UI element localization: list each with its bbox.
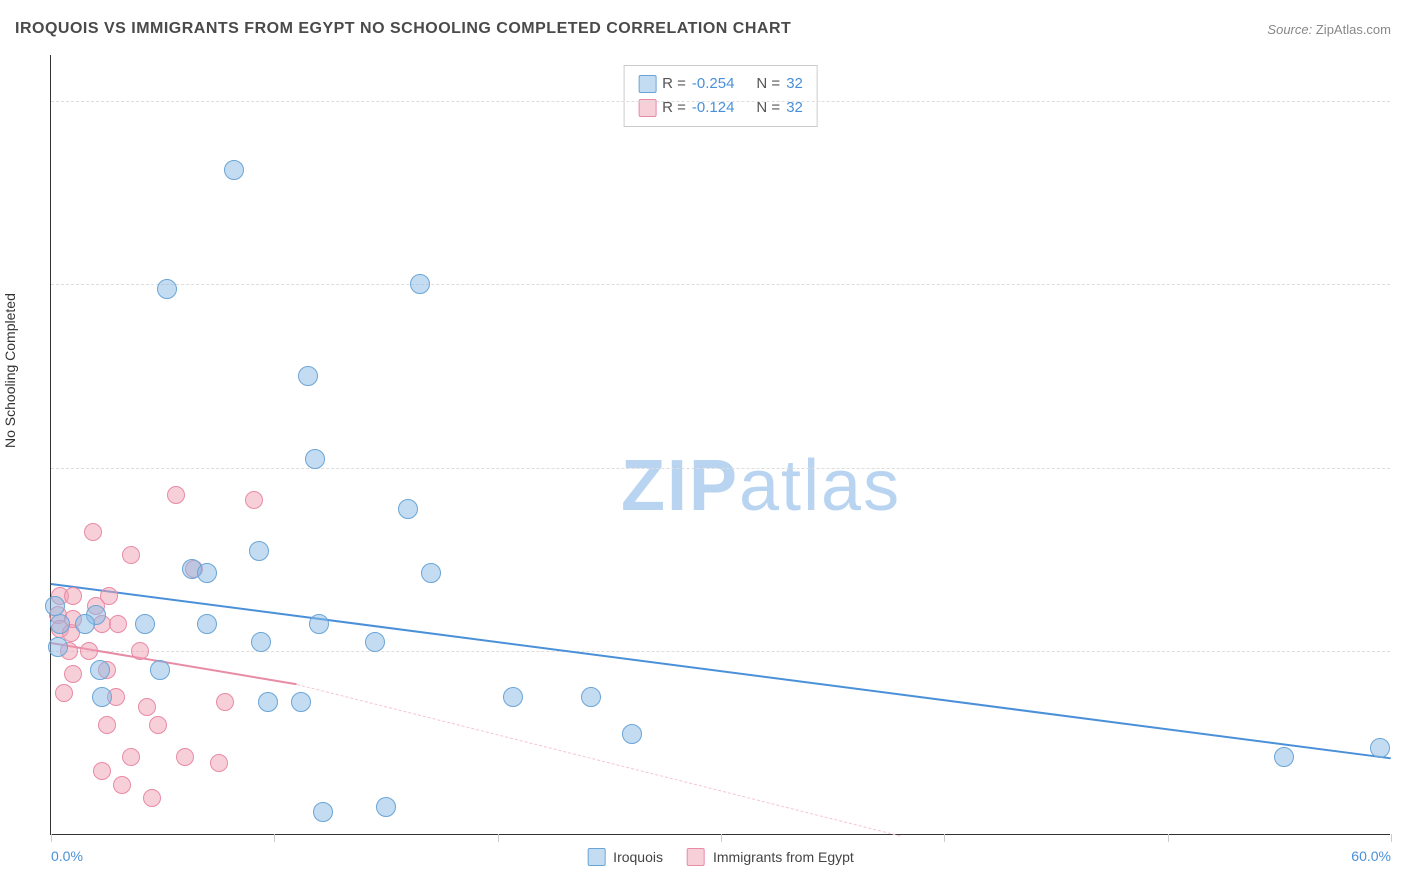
- watermark-atlas: atlas: [739, 446, 901, 526]
- grid-line: [51, 468, 1390, 469]
- chart-title: IROQUOIS VS IMMIGRANTS FROM EGYPT NO SCH…: [15, 20, 791, 38]
- scatter-point-blue: [365, 632, 385, 652]
- scatter-point-blue: [92, 687, 112, 707]
- scatter-point-blue: [298, 366, 318, 386]
- x-tick: [498, 834, 499, 842]
- scatter-point-blue: [135, 614, 155, 634]
- scatter-point-pink: [64, 587, 82, 605]
- scatter-point-pink: [84, 523, 102, 541]
- scatter-point-blue: [313, 802, 333, 822]
- scatter-point-blue: [249, 541, 269, 561]
- watermark-zip: ZIP: [621, 446, 739, 526]
- legend-label-iroquois: Iroquois: [613, 849, 663, 865]
- scatter-point-pink: [122, 748, 140, 766]
- scatter-point-blue: [90, 660, 110, 680]
- scatter-point-blue: [421, 563, 441, 583]
- scatter-point-pink: [138, 698, 156, 716]
- scatter-point-blue: [305, 449, 325, 469]
- r-value-pink: -0.124: [692, 96, 735, 120]
- scatter-point-blue: [258, 692, 278, 712]
- scatter-point-blue: [503, 687, 523, 707]
- scatter-point-pink: [113, 776, 131, 794]
- correlation-row-pink: R = -0.124 N = 32: [638, 96, 803, 120]
- scatter-point-blue: [622, 724, 642, 744]
- legend-item-iroquois: Iroquois: [587, 848, 663, 866]
- n-value-blue: 32: [786, 72, 803, 96]
- scatter-point-blue: [291, 692, 311, 712]
- scatter-point-blue: [197, 563, 217, 583]
- grid-line: [51, 651, 1390, 652]
- scatter-point-pink: [167, 486, 185, 504]
- legend-swatch-pink: [687, 848, 705, 866]
- source-attribution: Source: ZipAtlas.com: [1267, 22, 1391, 37]
- x-tick-label: 60.0%: [1351, 848, 1391, 864]
- scatter-point-blue: [75, 614, 95, 634]
- scatter-point-blue: [224, 160, 244, 180]
- x-tick-label: 0.0%: [51, 848, 83, 864]
- legend-item-egypt: Immigrants from Egypt: [687, 848, 854, 866]
- scatter-point-pink: [80, 642, 98, 660]
- scatter-point-pink: [64, 665, 82, 683]
- scatter-point-blue: [1274, 747, 1294, 767]
- n-value-pink: 32: [786, 96, 803, 120]
- source-value: ZipAtlas.com: [1316, 22, 1391, 37]
- scatter-point-pink: [122, 546, 140, 564]
- chart-container: IROQUOIS VS IMMIGRANTS FROM EGYPT NO SCH…: [0, 0, 1406, 892]
- scatter-point-blue: [197, 614, 217, 634]
- scatter-point-pink: [100, 587, 118, 605]
- legend-label-egypt: Immigrants from Egypt: [713, 849, 854, 865]
- scatter-point-blue: [45, 596, 65, 616]
- scatter-point-blue: [1370, 738, 1390, 758]
- x-tick: [944, 834, 945, 842]
- legend-swatch-blue: [638, 75, 656, 93]
- scatter-point-blue: [309, 614, 329, 634]
- x-tick: [721, 834, 722, 842]
- scatter-point-pink: [210, 754, 228, 772]
- x-tick: [1168, 834, 1169, 842]
- scatter-point-pink: [216, 693, 234, 711]
- grid-line: [51, 284, 1390, 285]
- scatter-point-pink: [93, 762, 111, 780]
- scatter-point-blue: [50, 614, 70, 634]
- trend-line: [51, 583, 1391, 759]
- x-tick: [274, 834, 275, 842]
- r-value-blue: -0.254: [692, 72, 735, 96]
- n-label: N =: [756, 96, 780, 120]
- scatter-point-pink: [245, 491, 263, 509]
- scatter-point-blue: [410, 274, 430, 294]
- watermark: ZIPatlas: [621, 445, 901, 527]
- grid-line: [51, 101, 1390, 102]
- r-label: R =: [662, 72, 686, 96]
- scatter-point-pink: [98, 716, 116, 734]
- scatter-point-pink: [176, 748, 194, 766]
- scatter-point-blue: [157, 279, 177, 299]
- correlation-legend: R = -0.254 N = 32 R = -0.124 N = 32: [623, 65, 818, 127]
- scatter-point-pink: [143, 789, 161, 807]
- scatter-point-blue: [581, 687, 601, 707]
- r-label: R =: [662, 96, 686, 120]
- y-axis-label: No Schooling Completed: [2, 293, 18, 448]
- scatter-point-blue: [398, 499, 418, 519]
- scatter-point-blue: [251, 632, 271, 652]
- correlation-row-blue: R = -0.254 N = 32: [638, 72, 803, 96]
- legend-swatch-blue: [587, 848, 605, 866]
- scatter-point-blue: [376, 797, 396, 817]
- scatter-point-pink: [55, 684, 73, 702]
- scatter-point-blue: [150, 660, 170, 680]
- plot-area: ZIPatlas R = -0.254 N = 32 R = -0.124 N …: [50, 55, 1390, 835]
- source-label: Source:: [1267, 22, 1312, 37]
- x-tick: [1391, 834, 1392, 842]
- scatter-point-pink: [109, 615, 127, 633]
- n-label: N =: [756, 72, 780, 96]
- scatter-point-pink: [131, 642, 149, 660]
- scatter-point-pink: [149, 716, 167, 734]
- x-tick: [51, 834, 52, 842]
- scatter-point-blue: [48, 637, 68, 657]
- series-legend: Iroquois Immigrants from Egypt: [587, 848, 854, 866]
